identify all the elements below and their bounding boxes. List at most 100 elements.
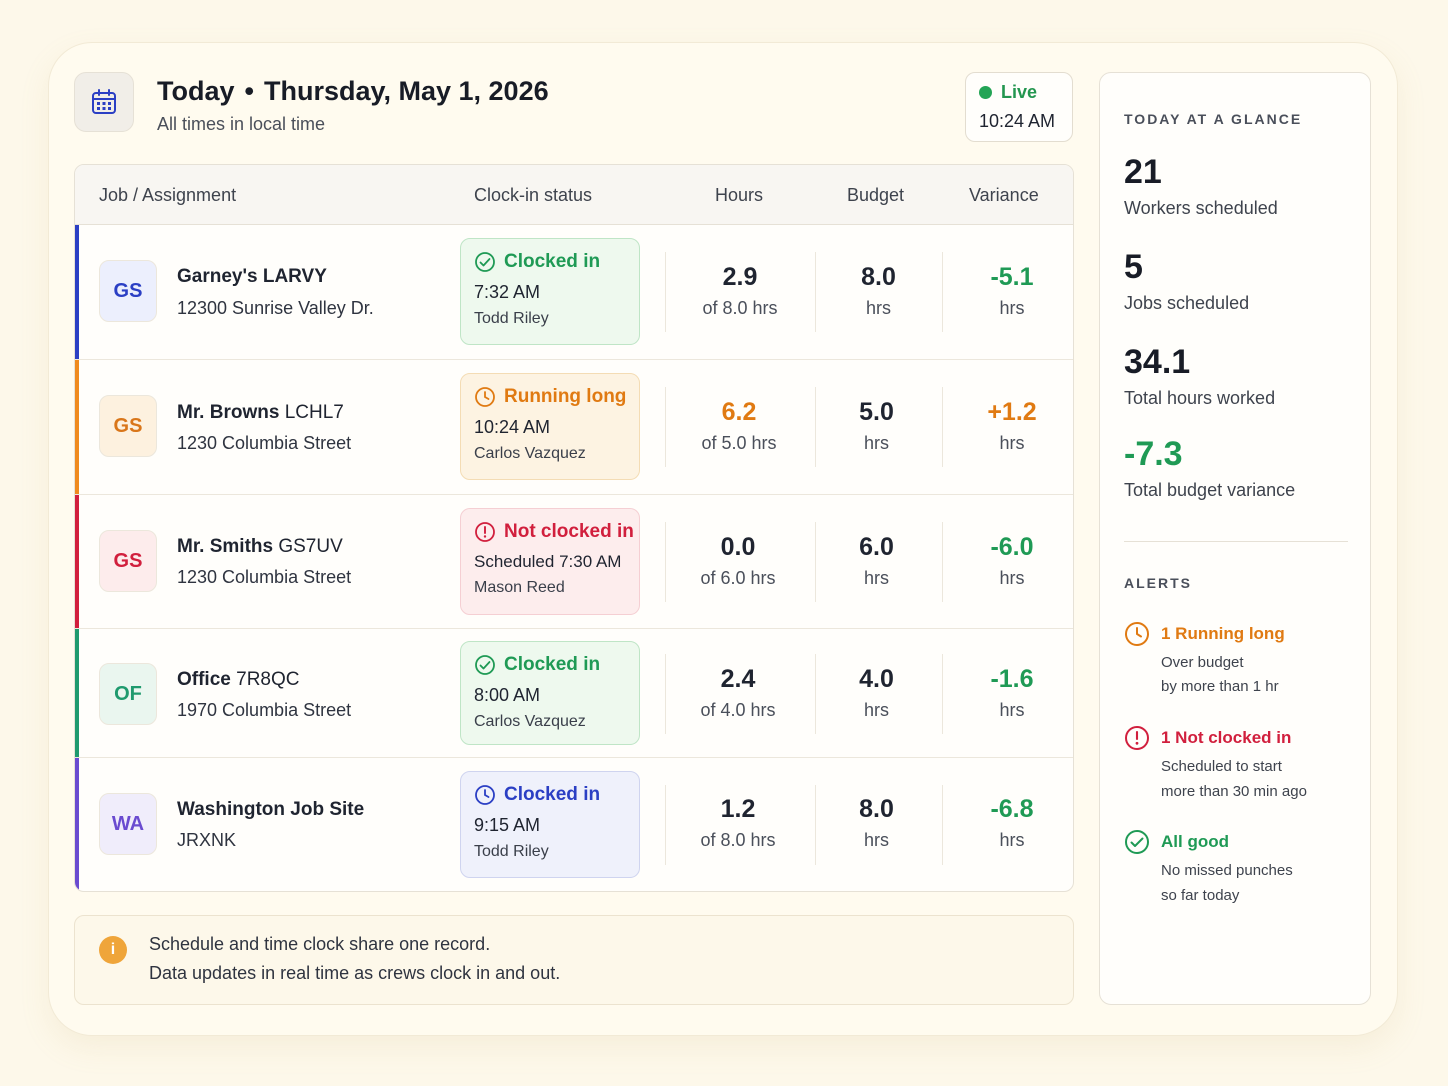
table-row[interactable]: WA Washington Job Site JRXNK Clocked in … [75,758,1073,891]
job-avatar: GS [99,260,157,322]
budget-cell: 8.0 hrs [823,795,930,851]
row-accent-bar [75,495,79,628]
table-row[interactable]: GS Garney's LARVY 12300 Sunrise Valley D… [75,225,1073,360]
info-line-1: Schedule and time clock share one record… [149,934,491,954]
job-name: Washington Job Site [177,799,365,820]
glance-heading: TODAY AT A GLANCE [1124,111,1303,127]
check-circle-icon [475,252,495,272]
workers-value: 21 [1124,153,1162,191]
variance-cell: -5.1 hrs [952,263,1072,319]
divider [815,252,816,332]
alert-circle-icon [475,522,495,542]
alert-line: Scheduled to start [1161,758,1282,775]
hours-cell: 2.4 of 4.0 hrs [675,665,801,721]
calendar-icon-box[interactable] [74,72,134,132]
row-accent-bar [75,758,79,891]
hours-value: 2.4 [720,665,756,693]
status-label: Clocked in [504,251,601,272]
status-person: Todd Riley [474,310,549,327]
hours-of: of 4.0 hrs [700,700,776,720]
alert-line: by more than 1 hr [1161,678,1279,695]
budget-cell: 8.0 hrs [825,263,932,319]
workers-label: Workers scheduled [1124,198,1278,218]
variance-unit: hrs [999,700,1025,720]
job-avatar: WA [99,793,157,855]
live-dot-icon [979,86,992,99]
status-person: Mason Reed [474,579,565,596]
job-address: 1230 Columbia Street [177,567,352,587]
hours-value: 1.2 [720,795,756,823]
hours-total-label: Total hours worked [1124,388,1276,408]
col-budget[interactable]: Budget [847,185,905,205]
hours-value: 2.9 [722,263,758,291]
info-line-2: Data updates in real time as crews clock… [149,963,561,983]
col-job[interactable]: Job / Assignment [99,185,237,205]
status-badge[interactable]: Clocked in 8:00 AM Carlos Vazquez [460,641,640,745]
col-variance[interactable]: Variance [969,185,1039,205]
status-person: Carlos Vazquez [474,713,586,730]
status-badge[interactable]: Running long 10:24 AM Carlos Vazquez [460,373,640,480]
variance-cell: -6.8 hrs [952,795,1072,851]
status-label: Not clocked in [504,521,634,542]
title-today: Today [157,76,235,106]
alert-running-long[interactable]: 1 Running long [1161,624,1285,643]
table-row[interactable]: GS Mr. Browns LCHL7 1230 Columbia Street… [75,360,1073,495]
calendar-icon [92,89,116,114]
divider [665,522,666,602]
budget-cell: 6.0 hrs [823,533,930,589]
budget-value: 6.0 [859,533,894,561]
status-label: Running long [504,386,627,407]
live-time: 10:24 AM [979,111,1056,131]
hours-of: of 8.0 hrs [702,298,778,318]
budget-unit: hrs [863,700,889,720]
budget-value: 8.0 [859,795,894,823]
check-circle-icon [475,655,495,675]
glance-panel: TODAY AT A GLANCE 21 Workers scheduled 5… [1099,72,1371,1005]
budget-value: 8.0 [861,263,896,291]
budget-cell: 4.0 hrs [823,665,930,721]
divider [665,252,666,332]
col-hours[interactable]: Hours [715,185,764,205]
variance-total-value: -7.3 [1124,435,1183,473]
alert-circle-icon [1125,726,1149,750]
hours-cell: 6.2 of 5.0 hrs [675,398,803,454]
hours-cell: 0.0 of 6.0 hrs [675,533,801,589]
alert-not-clocked-in[interactable]: 1 Not clocked in [1161,728,1292,747]
budget-unit: hrs [863,830,889,850]
status-badge[interactable]: Clocked in 7:32 AM Todd Riley [460,238,640,345]
divider [942,654,943,734]
job-address: 12300 Sunrise Valley Dr. [177,298,374,318]
check-circle-icon [1125,830,1149,854]
status-badge[interactable]: Clocked in 9:15 AM Todd Riley [460,771,640,878]
hours-cell: 2.9 of 8.0 hrs [675,263,805,319]
table-row[interactable]: OF Office 7R8QC 1970 Columbia Street Clo… [75,629,1073,758]
variance-total-label: Total budget variance [1124,480,1296,500]
budget-cell: 5.0 hrs [823,398,930,454]
col-status[interactable]: Clock-in status [474,185,593,205]
clock-icon [475,785,495,805]
budget-unit: hrs [865,298,891,318]
jobs-table: Job / Assignment Clock-in status Hours B… [74,164,1074,892]
job-avatar: OF [99,663,157,725]
job-name: Office 7R8QC [177,669,300,690]
divider [942,252,943,332]
table-row[interactable]: GS Mr. Smiths GS7UV 1230 Columbia Street… [75,495,1073,629]
row-accent-bar [75,225,79,359]
variance-unit: hrs [999,433,1025,453]
divider [942,522,943,602]
job-name: Garney's LARVY [177,266,327,287]
status-person: Carlos Vazquez [474,445,586,462]
divider [665,387,666,467]
hours-of: of 6.0 hrs [700,568,776,588]
variance-value: -6.0 [990,533,1034,561]
divider [815,654,816,734]
hours-value: 6.2 [721,398,757,426]
status-label: Clocked in [504,654,601,675]
alert-all-good[interactable]: All good [1161,832,1229,851]
variance-cell: -1.6 hrs [952,665,1072,721]
alerts-heading: ALERTS [1124,575,1192,591]
status-badge[interactable]: Not clocked in Scheduled 7:30 AM Mason R… [460,508,640,615]
job-address: JRXNK [177,830,237,850]
alert-line: Over budget [1161,654,1244,671]
divider [942,387,943,467]
